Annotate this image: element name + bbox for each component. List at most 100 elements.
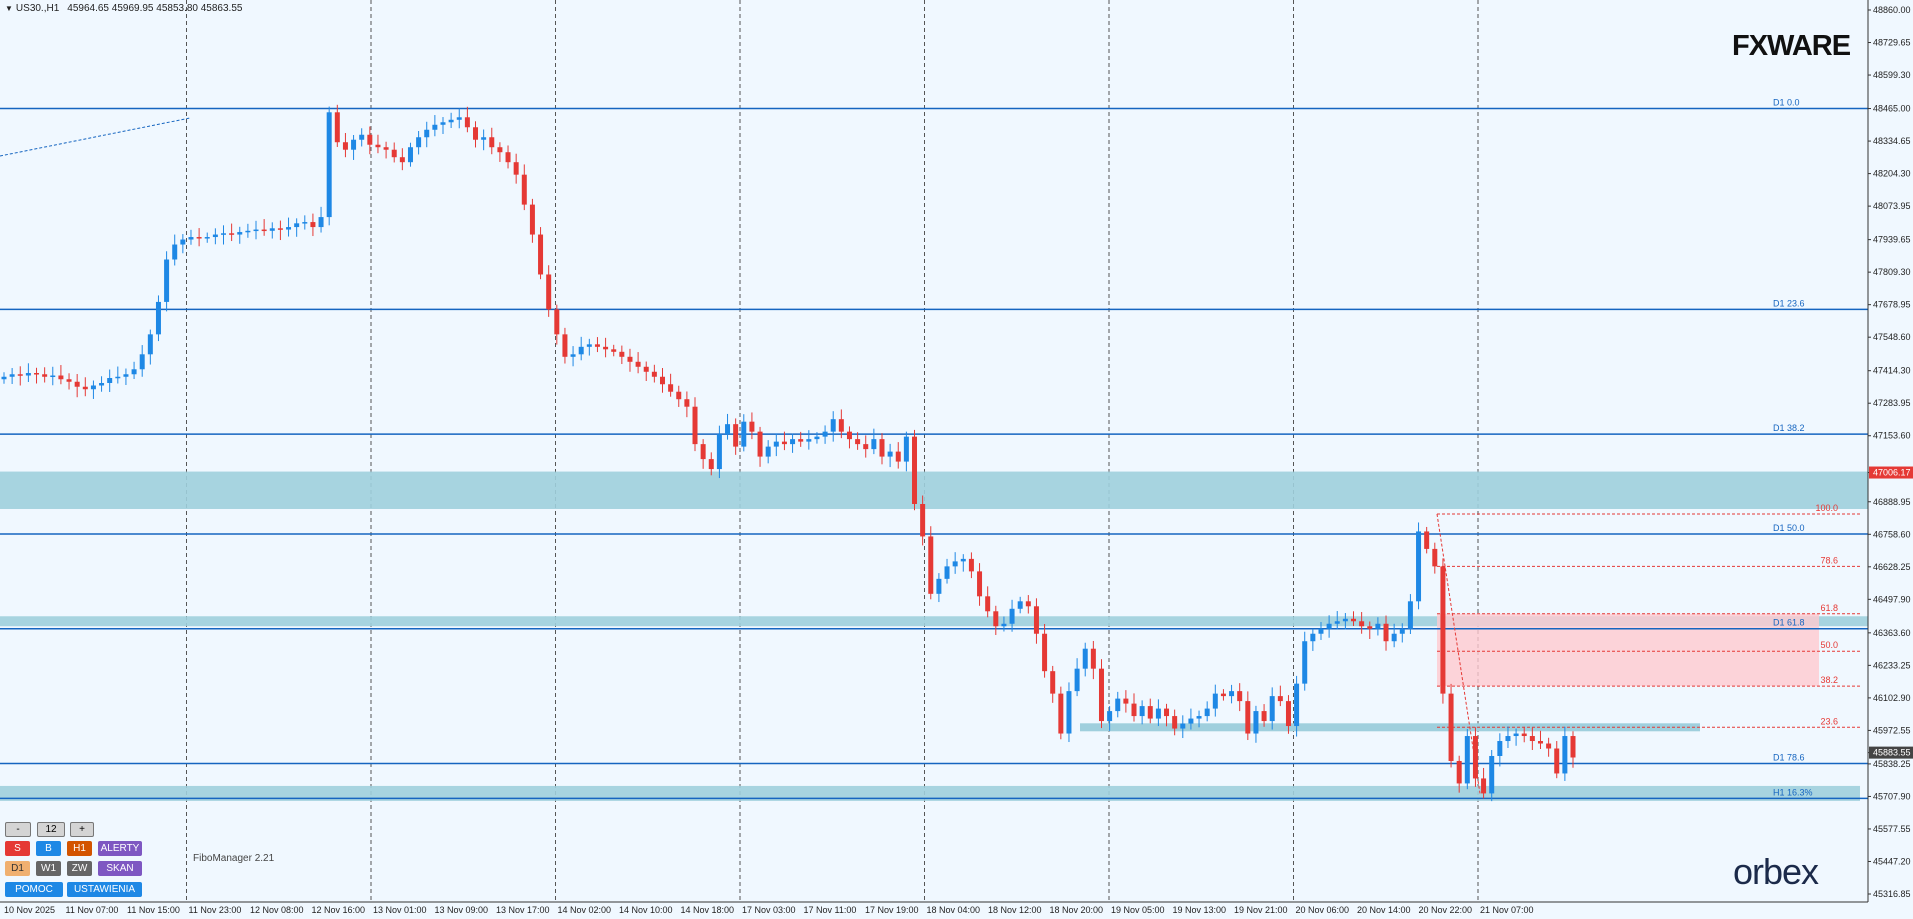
candle-body [269, 228, 275, 231]
candle-body [34, 373, 40, 375]
decrease-button[interactable]: - [5, 822, 31, 837]
candle-body [497, 147, 503, 153]
candle-body [749, 421, 755, 432]
candle-body [90, 385, 96, 390]
x-tick-label: 18 Nov 04:00 [927, 905, 981, 915]
candle-body [50, 375, 56, 378]
scan-button[interactable]: SKAN [98, 861, 142, 876]
d1-button[interactable]: D1 [5, 861, 30, 876]
candle-body [334, 112, 340, 143]
candle-body [855, 439, 861, 445]
candle-body [253, 229, 259, 232]
candle-body [1009, 608, 1015, 624]
candle-body [456, 117, 462, 120]
candle-body [1497, 741, 1503, 756]
y-tick-label: 46888.95 [1873, 497, 1911, 507]
x-tick-label: 14 Nov 18:00 [681, 905, 735, 915]
candle-body [538, 234, 544, 275]
candle-body [960, 558, 966, 562]
candle-body [74, 381, 80, 387]
y-tick-label: 45838.25 [1873, 759, 1911, 769]
candle-body [99, 382, 105, 386]
candle-body [139, 354, 145, 370]
plot-area [0, 0, 1868, 902]
help-button[interactable]: POMOC [5, 882, 63, 897]
candle-body [277, 228, 283, 230]
fib-label: 50.0 [1820, 640, 1838, 650]
candle-body [1, 376, 7, 380]
candle-body [107, 378, 113, 383]
candle-body [196, 237, 202, 239]
y-tick-label: 45972.55 [1873, 725, 1911, 735]
candle-body [529, 204, 535, 235]
candle-body [1464, 736, 1470, 784]
x-tick-label: 11 Nov 23:00 [189, 905, 242, 915]
y-tick-label: 47809.30 [1873, 267, 1911, 277]
candle-body [1269, 696, 1275, 722]
candle-body [871, 439, 877, 450]
candle-body [1123, 698, 1129, 704]
x-tick-label: 13 Nov 01:00 [373, 905, 427, 915]
y-tick-label: 48729.65 [1873, 38, 1911, 48]
candle-body [1139, 706, 1145, 717]
candle-body [1131, 703, 1137, 717]
x-tick-label: 19 Nov 21:00 [1234, 905, 1288, 915]
settings-button[interactable]: USTAWIENIA [67, 882, 142, 897]
x-tick-label: 19 Nov 13:00 [1173, 905, 1227, 915]
candle-body [1196, 716, 1202, 719]
candle-body [895, 451, 901, 462]
candle-body [806, 439, 812, 442]
candle-body [212, 234, 218, 238]
y-tick-label: 46363.60 [1873, 628, 1911, 638]
candle-body [399, 157, 405, 163]
candle-body [1521, 733, 1527, 737]
candle-body [708, 459, 714, 470]
buy-button[interactable]: B [36, 841, 61, 856]
candle-body [977, 571, 983, 597]
x-tick-label: 20 Nov 14:00 [1357, 905, 1411, 915]
h1-button[interactable]: H1 [67, 841, 92, 856]
candle-body [432, 124, 438, 130]
x-tick-label: 20 Nov 06:00 [1296, 905, 1350, 915]
candle-body [879, 439, 885, 457]
sell-button[interactable]: S [5, 841, 30, 856]
x-tick-label: 11 Nov 07:00 [66, 905, 119, 915]
candle-body [172, 244, 178, 260]
candle-body [416, 137, 422, 148]
step-value[interactable]: 12 [37, 822, 65, 837]
zw-button[interactable]: ZW [67, 861, 92, 876]
candle-body [603, 346, 609, 350]
w1-button[interactable]: W1 [36, 861, 61, 876]
x-tick-label: 17 Nov 11:00 [804, 905, 857, 915]
candle-body [1204, 708, 1210, 717]
x-tick-label: 17 Nov 19:00 [865, 905, 919, 915]
candle-body [1554, 748, 1560, 774]
candle-body [1147, 706, 1153, 719]
fib-label: 23.6 [1820, 716, 1838, 726]
candle-body [627, 356, 633, 362]
support-zone-rect [1080, 723, 1700, 732]
candle-body [668, 384, 674, 392]
ohlc-label: 45964.65 45969.95 45853.80 45863.55 [67, 3, 243, 14]
candle-body [261, 229, 267, 232]
candle-body [725, 424, 731, 435]
candle-body [651, 371, 657, 377]
candle-body [635, 361, 641, 367]
candle-body [1472, 736, 1478, 779]
x-tick-label: 17 Nov 03:00 [742, 905, 796, 915]
candle-body [1562, 736, 1568, 774]
level-label: D1 61.8 [1773, 618, 1805, 628]
candle-body [1334, 621, 1340, 624]
increase-button[interactable]: + [70, 822, 94, 837]
candle-body [830, 419, 836, 432]
candle-body [1432, 548, 1438, 567]
candle-body [643, 366, 649, 372]
x-tick-label: 20 Nov 22:00 [1419, 905, 1473, 915]
candle-body [1025, 601, 1031, 607]
candle-body [692, 406, 698, 445]
candle-body [1155, 708, 1161, 719]
candle-body [798, 439, 804, 442]
candle-body [1188, 718, 1194, 724]
alerts-button[interactable]: ALERTY [98, 841, 142, 856]
